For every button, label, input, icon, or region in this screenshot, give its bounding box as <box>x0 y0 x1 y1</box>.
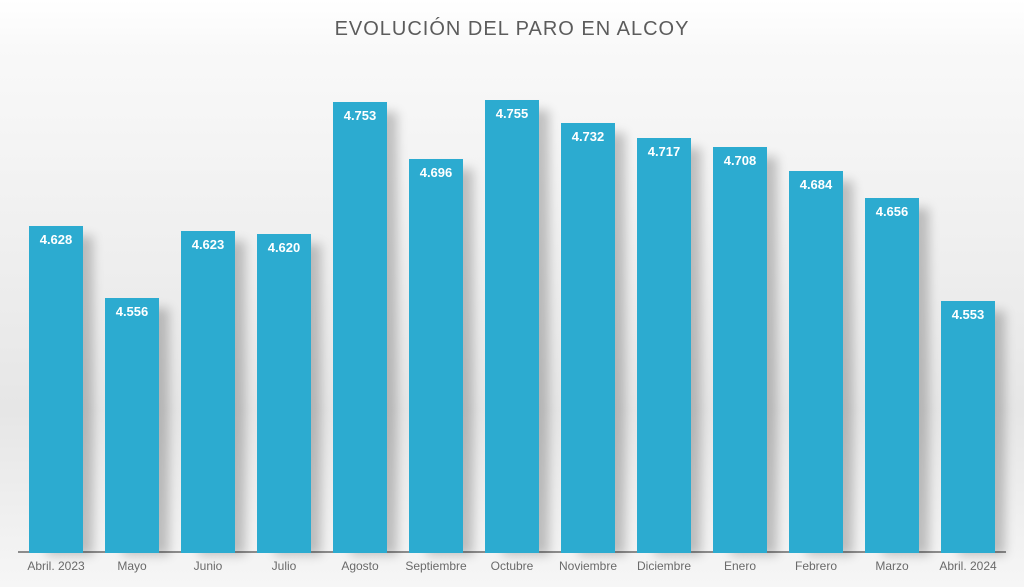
chart-container: EVOLUCIÓN DEL PARO EN ALCOY 4.6284.5564.… <box>0 0 1024 587</box>
bar-column: 4.684 <box>778 55 854 553</box>
x-axis-label: Julio <box>246 559 322 573</box>
bar-slot: 4.656 <box>854 55 930 553</box>
bar-value-label: 4.656 <box>865 204 920 219</box>
bar: 4.753 <box>333 102 388 553</box>
bar-column: 4.717 <box>626 55 702 553</box>
bar-column: 4.753 <box>322 55 398 553</box>
bar-column: 4.553 <box>930 55 1006 553</box>
bar-slot: 4.628 <box>18 55 94 553</box>
bar-value-label: 4.556 <box>105 304 160 319</box>
bar-slot: 4.753 <box>322 55 398 553</box>
bar-value-label: 4.620 <box>257 240 312 255</box>
bar-value-label: 4.732 <box>561 129 616 144</box>
bar-value-label: 4.755 <box>485 106 540 121</box>
bar-slot: 4.684 <box>778 55 854 553</box>
bar: 4.556 <box>105 298 160 553</box>
x-axis-label: Septiembre <box>398 559 474 573</box>
bar-slot: 4.553 <box>930 55 1006 553</box>
bar-column: 4.708 <box>702 55 778 553</box>
bar: 4.684 <box>789 171 844 553</box>
bar: 4.620 <box>257 234 312 553</box>
bar: 4.623 <box>181 231 236 553</box>
bar-slot: 4.755 <box>474 55 550 553</box>
x-axis-label: Febrero <box>778 559 854 573</box>
bar-slot: 4.696 <box>398 55 474 553</box>
x-axis-label: Agosto <box>322 559 398 573</box>
bar: 4.628 <box>29 226 84 553</box>
plot-area: 4.628 4.556 4.623 4.620 4.753 4.696 4.755 4.732… <box>14 41 1010 553</box>
bar-column: 4.755 <box>474 55 550 553</box>
bar-value-label: 4.684 <box>789 177 844 192</box>
bar-column: 4.623 <box>170 55 246 553</box>
chart-title: EVOLUCIÓN DEL PARO EN ALCOY <box>14 18 1010 41</box>
bar-slot: 4.732 <box>550 55 626 553</box>
bar-value-label: 4.753 <box>333 108 388 123</box>
bar-slot: 4.623 <box>170 55 246 553</box>
bar: 4.656 <box>865 198 920 553</box>
bar-column: 4.732 <box>550 55 626 553</box>
bar-column: 4.696 <box>398 55 474 553</box>
bar-slot: 4.620 <box>246 55 322 553</box>
bar-value-label: 4.623 <box>181 237 236 252</box>
bar: 4.696 <box>409 159 464 553</box>
x-axis-labels: Abril. 2023MayoJunioJulioAgostoSeptiembr… <box>14 553 1010 587</box>
x-axis-label: Noviembre <box>550 559 626 573</box>
x-axis-label: Marzo <box>854 559 930 573</box>
bar-column: 4.620 <box>246 55 322 553</box>
bar: 4.732 <box>561 123 616 553</box>
bar-value-label: 4.553 <box>941 307 996 322</box>
bar: 4.553 <box>941 301 996 553</box>
x-axis-label: Abril. 2024 <box>930 559 1006 573</box>
bar-value-label: 4.717 <box>637 144 692 159</box>
x-axis-label: Junio <box>170 559 246 573</box>
x-axis-label: Octubre <box>474 559 550 573</box>
bar-slot: 4.717 <box>626 55 702 553</box>
x-axis-label: Abril. 2023 <box>18 559 94 573</box>
bar-value-label: 4.696 <box>409 165 464 180</box>
bar-column: 4.556 <box>94 55 170 553</box>
bar-slot: 4.556 <box>94 55 170 553</box>
x-axis-label: Enero <box>702 559 778 573</box>
bar-value-label: 4.628 <box>29 232 84 247</box>
bar: 4.717 <box>637 138 692 553</box>
bar: 4.755 <box>485 100 540 553</box>
bar-column: 4.628 <box>18 55 94 553</box>
bar-value-label: 4.708 <box>713 153 768 168</box>
bar-slot: 4.708 <box>702 55 778 553</box>
x-axis-label: Mayo <box>94 559 170 573</box>
bar-column: 4.656 <box>854 55 930 553</box>
x-axis-label: Diciembre <box>626 559 702 573</box>
bar: 4.708 <box>713 147 768 553</box>
